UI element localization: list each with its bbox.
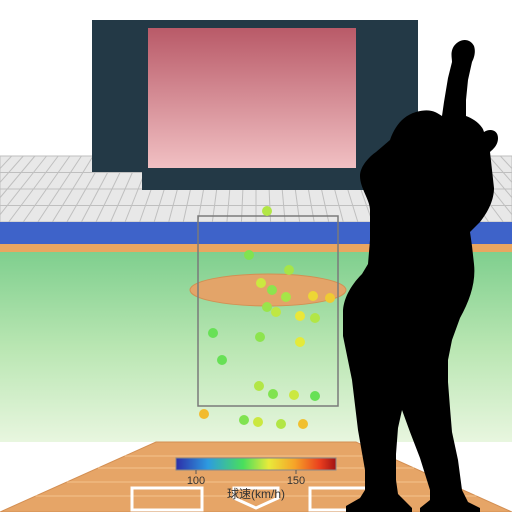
pitch-marker bbox=[208, 328, 218, 338]
pitch-marker bbox=[267, 285, 277, 295]
legend-title: 球速(km/h) bbox=[227, 487, 285, 501]
pitch-marker bbox=[295, 337, 305, 347]
pitch-marker bbox=[310, 313, 320, 323]
pitch-marker bbox=[253, 417, 263, 427]
pitch-marker bbox=[239, 415, 249, 425]
pitch-marker bbox=[271, 307, 281, 317]
pitch-marker bbox=[325, 293, 335, 303]
pitch-marker bbox=[308, 291, 318, 301]
pitch-marker bbox=[256, 278, 266, 288]
legend-tick: 150 bbox=[287, 475, 305, 487]
pitch-marker bbox=[255, 332, 265, 342]
pitch-marker bbox=[199, 409, 209, 419]
pitch-marker bbox=[244, 250, 254, 260]
pitch-marker bbox=[298, 419, 308, 429]
legend-tick: 100 bbox=[187, 475, 205, 487]
pitch-marker bbox=[254, 381, 264, 391]
pitch-marker bbox=[262, 206, 272, 216]
scoreboard-base bbox=[142, 172, 368, 190]
pitch-marker bbox=[276, 419, 286, 429]
pitch-marker bbox=[310, 391, 320, 401]
pitch-marker bbox=[289, 390, 299, 400]
pitch-marker bbox=[295, 311, 305, 321]
pitch-marker bbox=[262, 302, 272, 312]
scoreboard-screen bbox=[148, 28, 356, 168]
pitch-marker bbox=[268, 389, 278, 399]
pitch-marker bbox=[284, 265, 294, 275]
pitch-marker bbox=[217, 355, 227, 365]
pitch-marker bbox=[281, 292, 291, 302]
pitch-location-chart: 100 150球速(km/h) bbox=[0, 0, 512, 512]
